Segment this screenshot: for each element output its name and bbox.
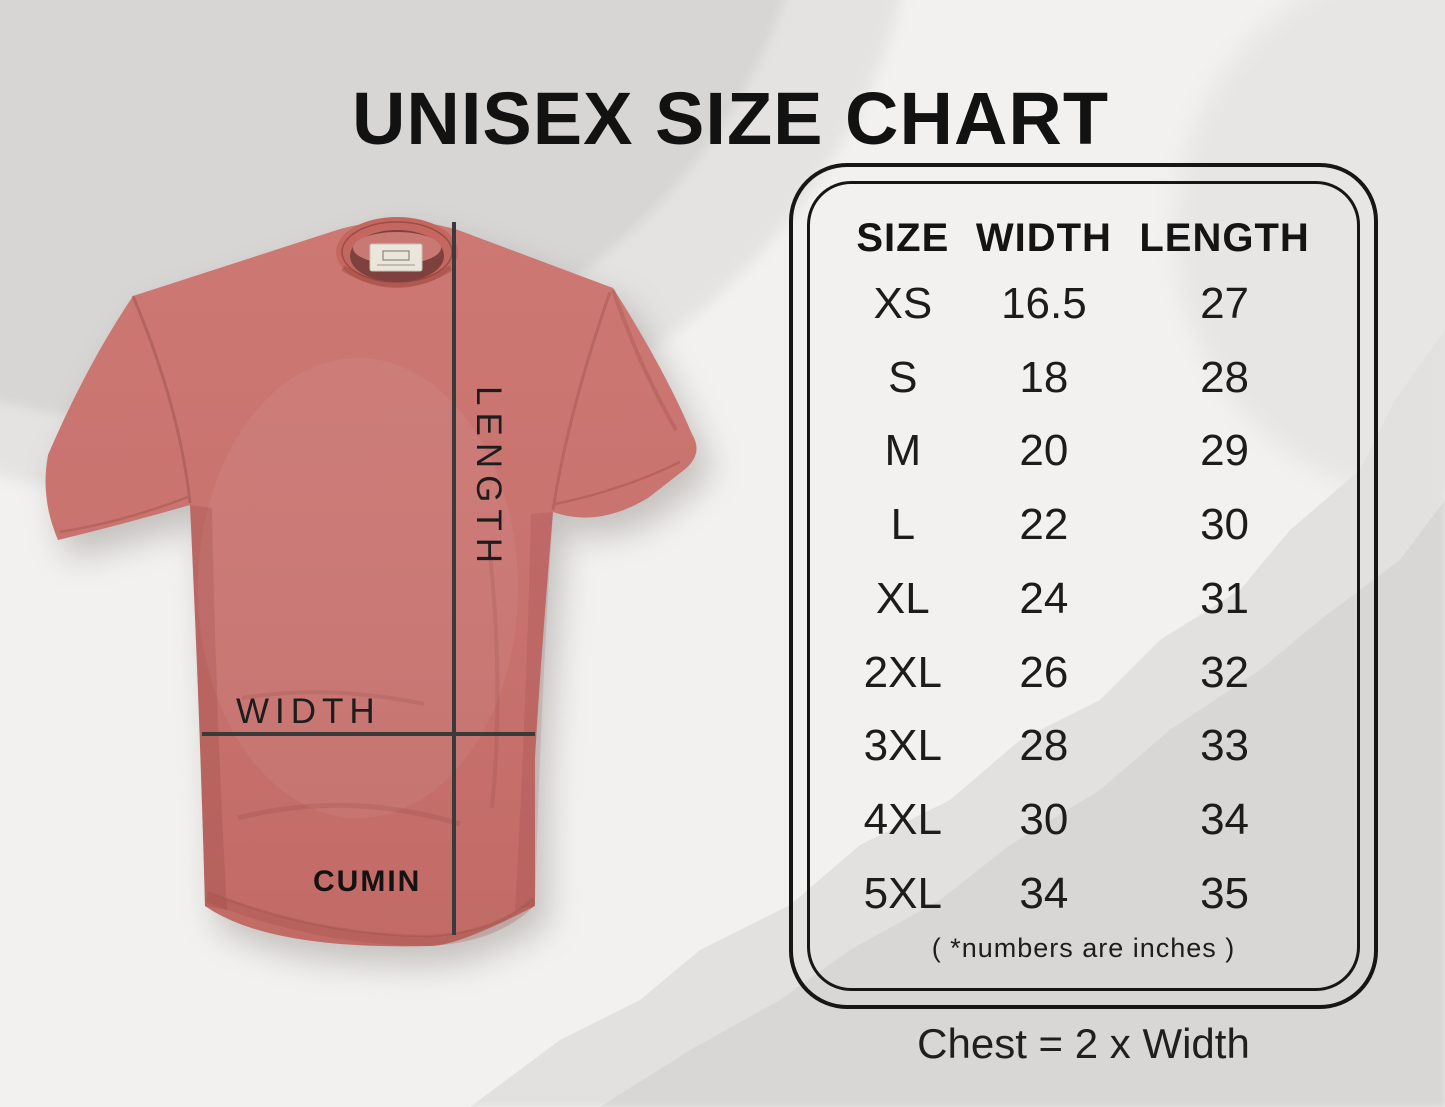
- cell-length: 33: [1200, 721, 1250, 771]
- cell-width: 16.5: [1001, 278, 1087, 328]
- cell-length: 27: [1200, 278, 1250, 328]
- tshirt-hem-band: [206, 892, 534, 946]
- size-table-inner-border: SIZE WIDTH LENGTH XS 16.5 27 S: [807, 181, 1360, 991]
- column-header-length: LENGTH: [1139, 216, 1310, 260]
- size-table-panel: SIZE WIDTH LENGTH XS 16.5 27 S: [789, 163, 1378, 1009]
- tshirt-image: [45, 217, 697, 947]
- cell-length: 34: [1200, 795, 1250, 845]
- column-header-width: WIDTH: [975, 216, 1112, 260]
- cell-size: 4XL: [863, 795, 942, 845]
- cell-length: 31: [1200, 573, 1250, 623]
- length-label: LENGTH: [469, 386, 508, 570]
- shirt-color-name: CUMIN: [313, 865, 422, 898]
- table-row: M 20 29: [836, 426, 1331, 476]
- size-table: SIZE WIDTH LENGTH XS 16.5 27 S: [810, 184, 1357, 988]
- cell-width: 28: [1019, 721, 1069, 771]
- cell-size: M: [884, 426, 922, 476]
- table-row: 5XL 34 35: [836, 869, 1331, 919]
- cell-width: 18: [1019, 352, 1069, 402]
- size-table-rows: XS 16.5 27 S 18 28 M 20: [836, 267, 1331, 931]
- cell-width: 30: [1019, 795, 1069, 845]
- cell-size: XS: [873, 278, 933, 328]
- cell-length: 29: [1200, 426, 1250, 476]
- cell-width: 34: [1019, 869, 1069, 918]
- neck-tag: [369, 243, 423, 272]
- cell-width: 20: [1019, 426, 1069, 476]
- cell-length: 35: [1200, 869, 1250, 918]
- cell-width: 26: [1019, 647, 1069, 697]
- table-row: 4XL 30 34: [836, 795, 1331, 845]
- cell-length: 28: [1200, 352, 1250, 402]
- chest-formula-note: Chest = 2 x Width: [917, 1020, 1250, 1067]
- table-row: 2XL 26 32: [836, 648, 1331, 698]
- table-row: L 22 30: [836, 500, 1331, 550]
- cell-width: 24: [1019, 573, 1069, 623]
- cell-size: L: [890, 500, 916, 550]
- cell-size: 5XL: [863, 869, 942, 918]
- column-header-size: SIZE: [856, 216, 950, 260]
- length-measure-line: [452, 222, 456, 935]
- tshirt-wrinkle: [241, 690, 425, 706]
- page-title: UNISEX SIZE CHART: [351, 76, 1110, 160]
- width-label: WIDTH: [236, 692, 381, 731]
- table-row: XS 16.5 27: [836, 279, 1331, 329]
- tshirt-wrinkle: [237, 802, 461, 827]
- size-table-header: SIZE WIDTH LENGTH: [836, 216, 1331, 261]
- cell-size: S: [888, 352, 918, 402]
- table-row: XL 24 31: [836, 574, 1331, 624]
- cell-length: 32: [1200, 647, 1250, 697]
- cell-size: 2XL: [863, 647, 942, 697]
- cell-width: 22: [1019, 500, 1069, 550]
- table-footnote: ( *numbers are inches ): [931, 933, 1236, 963]
- cell-size: 3XL: [863, 721, 942, 771]
- table-row: S 18 28: [836, 353, 1331, 403]
- width-measure-line: [202, 732, 535, 736]
- table-row: 3XL 28 33: [836, 721, 1331, 771]
- cell-length: 30: [1200, 500, 1250, 550]
- cell-size: XL: [875, 573, 930, 623]
